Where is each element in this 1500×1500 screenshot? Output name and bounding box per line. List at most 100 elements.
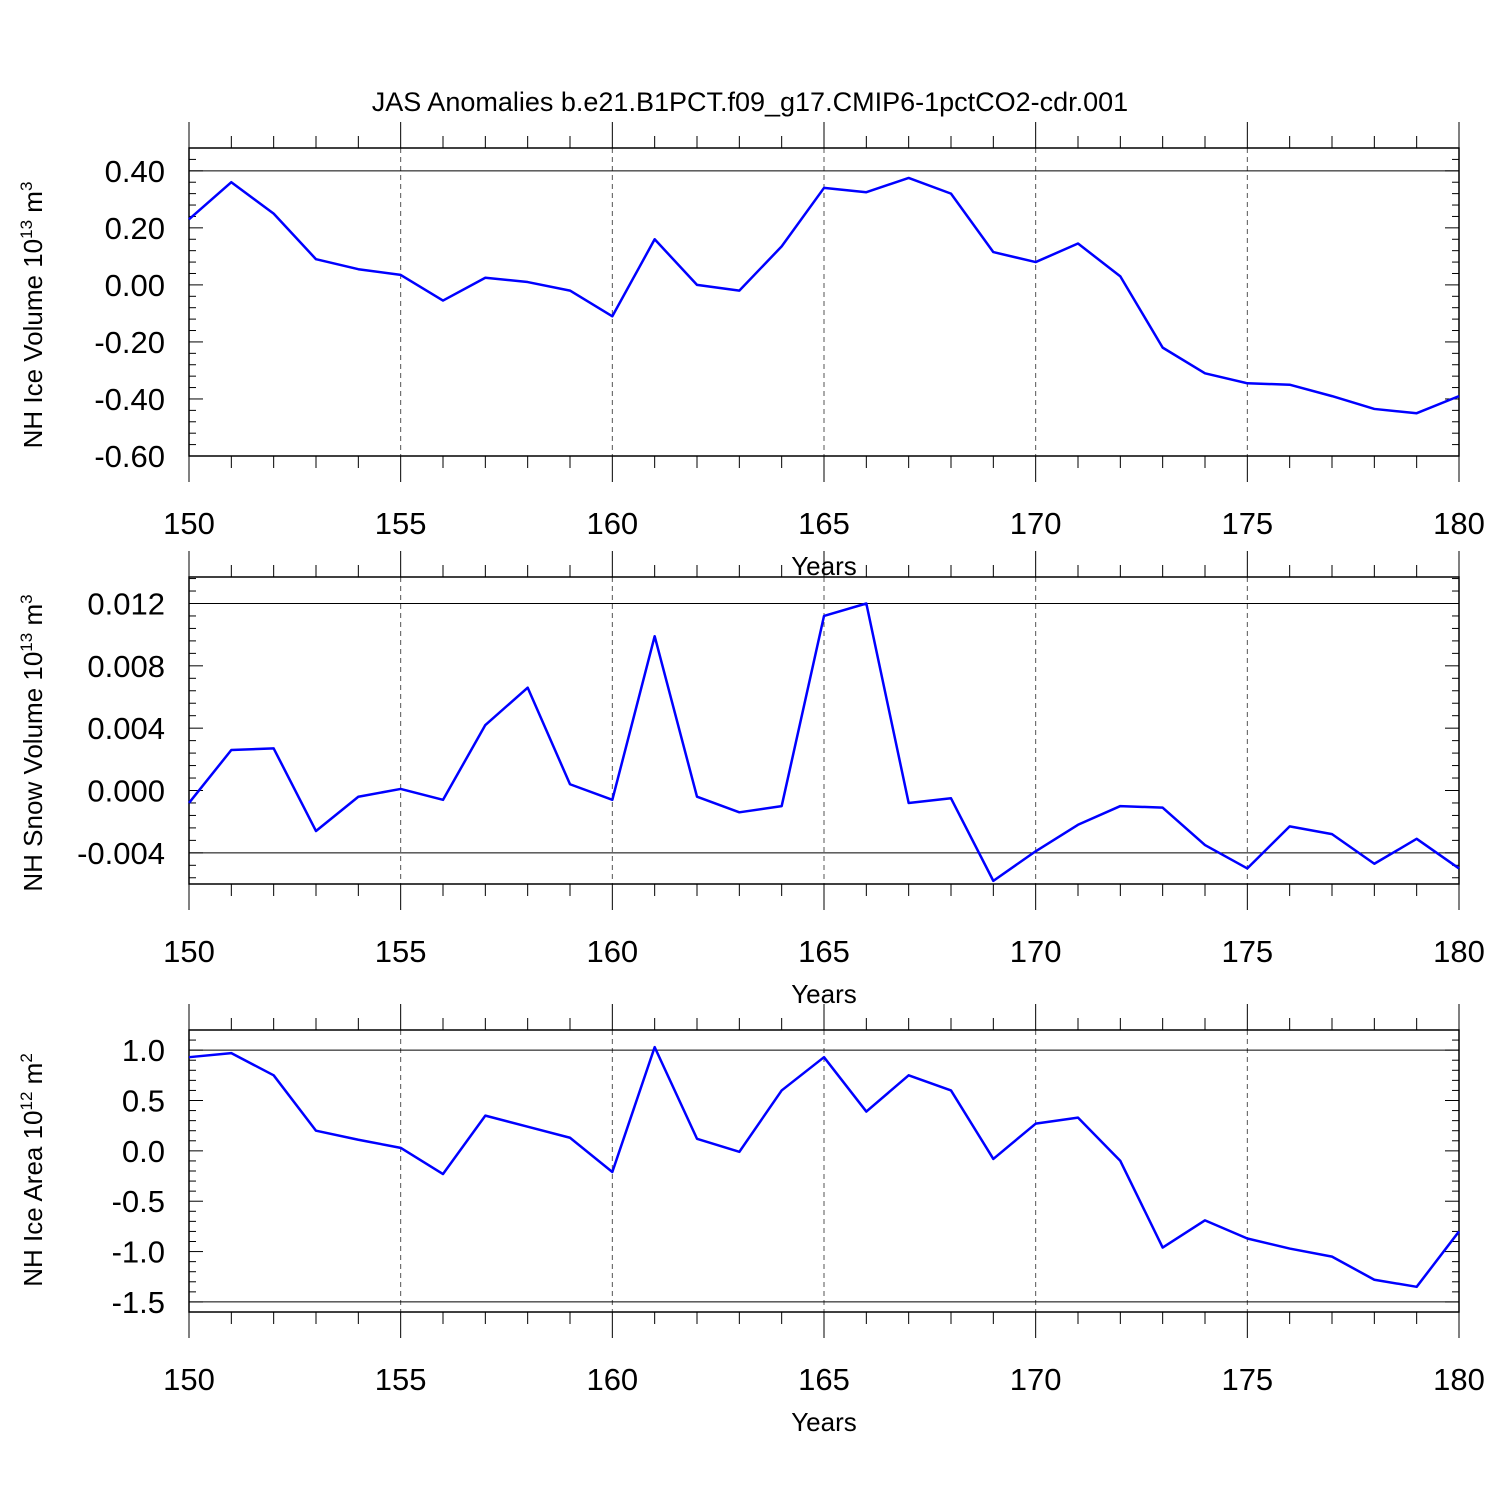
chart-title: JAS Anomalies b.e21.B1PCT.f09_g17.CMIP6-…	[372, 87, 1128, 117]
data-line	[188, 176, 1460, 415]
data-point	[992, 1158, 994, 1160]
y-tick-label: 0.40	[105, 154, 165, 189]
data-point	[569, 1137, 571, 1139]
x-tick-label: 175	[1221, 1362, 1273, 1397]
data-point	[1415, 412, 1417, 414]
data-point	[738, 811, 740, 813]
data-point	[272, 747, 274, 749]
data-point	[1077, 1116, 1079, 1118]
data-point	[357, 796, 359, 798]
data-point	[611, 1171, 613, 1173]
x-tick-label: 160	[586, 934, 638, 969]
y-tick-label: -1.5	[112, 1285, 165, 1320]
data-line	[188, 1045, 1460, 1289]
data-point	[1034, 1122, 1036, 1124]
data-point	[1458, 867, 1460, 869]
panel-2: -0.004 0.000 0.004 0.008 0.012 150 155 160 165 17…	[17, 551, 1485, 1009]
data-point	[907, 1074, 909, 1076]
y-tick-label: -1.0	[112, 1235, 165, 1270]
data-point	[823, 1056, 825, 1058]
data-point	[1204, 372, 1206, 374]
x-tick-label: 180	[1433, 1362, 1485, 1397]
x-tick-label: 165	[798, 1362, 850, 1397]
data-point	[780, 805, 782, 807]
data-point	[653, 635, 655, 637]
data-point	[442, 799, 444, 801]
data-point	[442, 1173, 444, 1175]
data-point	[992, 251, 994, 253]
y-tick-label: 1.0	[122, 1033, 165, 1068]
data-point	[526, 686, 528, 688]
data-point	[823, 187, 825, 189]
data-point	[315, 258, 317, 260]
data-point	[357, 1139, 359, 1141]
data-point	[569, 289, 571, 291]
y-tick-label: -0.40	[94, 382, 165, 417]
y-axis-label-part: NH Ice Area 10	[18, 1110, 48, 1286]
data-point	[1458, 1230, 1460, 1232]
x-axis-label: Years	[791, 1407, 857, 1437]
data-point	[230, 181, 232, 183]
data-point	[696, 1138, 698, 1140]
data-point	[611, 799, 613, 801]
data-point	[1331, 395, 1333, 397]
data-point	[1373, 1279, 1375, 1281]
y-tick-label: 0.5	[122, 1084, 165, 1119]
data-point	[1331, 833, 1333, 835]
data-point	[526, 1125, 528, 1127]
data-point	[1458, 395, 1460, 397]
data-point	[865, 191, 867, 193]
y-tick-label: -0.60	[94, 439, 165, 474]
data-point	[696, 284, 698, 286]
data-point	[1034, 850, 1036, 852]
data-point	[315, 1130, 317, 1132]
data-point	[1415, 838, 1417, 840]
y-tick-label: 0.012	[87, 586, 165, 621]
y-tick-label: 0.008	[87, 649, 165, 684]
y-axis-label-part: NH Snow Volume 10	[18, 652, 48, 892]
y-tick-label: 0.00	[105, 268, 165, 303]
data-point	[1077, 824, 1079, 826]
y-axis-label-part: 3	[17, 594, 36, 603]
y-tick-label: 0.000	[87, 773, 165, 808]
data-point	[1119, 275, 1121, 277]
x-tick-label: 155	[375, 506, 427, 541]
data-point	[442, 299, 444, 301]
data-point	[907, 802, 909, 804]
data-point	[484, 724, 486, 726]
data-point	[399, 788, 401, 790]
data-point	[399, 1147, 401, 1149]
y-tick-label: 0.20	[105, 211, 165, 246]
data-point	[696, 796, 698, 798]
x-tick-label: 180	[1433, 934, 1485, 969]
data-point	[1161, 346, 1163, 348]
y-axis-label-part: 2	[17, 1053, 36, 1062]
x-tick-label: 160	[586, 506, 638, 541]
data-point	[1034, 261, 1036, 263]
data-point	[950, 797, 952, 799]
data-point	[1246, 867, 1248, 869]
data-point	[1415, 1286, 1417, 1288]
x-tick-label: 165	[798, 506, 850, 541]
data-point	[1373, 408, 1375, 410]
y-axis-label: NH Snow Volume 1013 m3	[17, 594, 48, 891]
data-point	[950, 1089, 952, 1091]
x-tick-label: 170	[1010, 1362, 1062, 1397]
y-axis-label-part: m	[18, 1063, 48, 1092]
data-point	[1077, 242, 1079, 244]
data-point	[653, 1046, 655, 1048]
data-point	[1288, 1247, 1290, 1249]
data-point	[1161, 1246, 1163, 1248]
data-point	[950, 192, 952, 194]
data-point	[484, 1114, 486, 1116]
x-tick-label: 175	[1221, 934, 1273, 969]
x-tick-label: 150	[163, 1362, 215, 1397]
data-point	[738, 1151, 740, 1153]
y-tick-label: 0.004	[87, 711, 165, 746]
panel-1: -0.60 -0.40 -0.20 0.00 0.20 0.40 150 155 160 165 1…	[17, 122, 1485, 581]
x-tick-label: 150	[163, 506, 215, 541]
y-axis-label-part: m	[18, 604, 48, 633]
x-tick-label: 160	[586, 1362, 638, 1397]
